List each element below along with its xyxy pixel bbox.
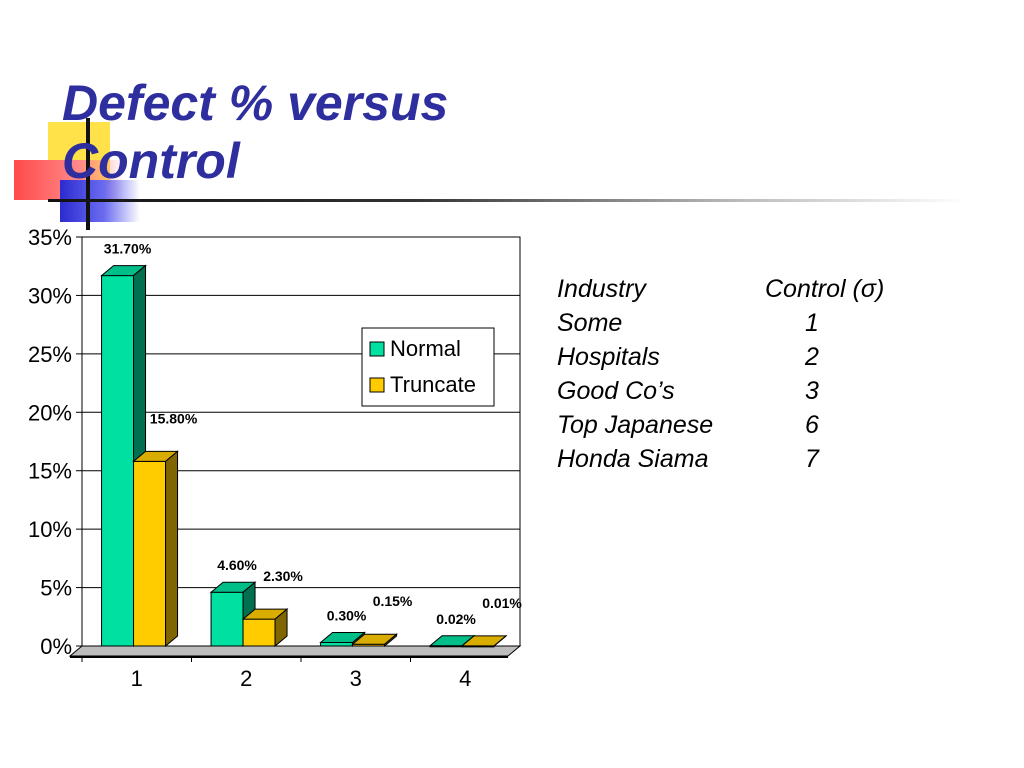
legend-label: Truncate [390,372,476,397]
x-tick-label: 1 [131,666,143,691]
table-row: Top Japanese 6 [557,408,985,442]
data-label: 31.70% [104,241,152,257]
data-label: 2.30% [263,568,303,584]
y-tick-label: 20% [28,400,72,425]
x-tick-label: 3 [350,666,362,691]
table-row: Honda Siama 7 [557,442,985,476]
slide-title-line1: Defect % versus [62,75,449,131]
chart-bars [100,264,508,648]
data-label: 4.60% [217,557,257,573]
row-control: 3 [805,377,819,405]
y-tick-label: 5% [40,576,72,601]
y-tick-label: 10% [28,517,72,542]
bar-normal-front [210,591,244,647]
row-industry: Honda Siama [557,445,709,473]
control-table-header: Industry Control (σ) [557,272,985,306]
table-row: Hospitals 2 [557,340,985,374]
legend-swatch [369,377,385,393]
bar-truncate-side [493,634,507,648]
decor-horizontal-rule [48,199,968,202]
data-label: 15.80% [150,410,198,426]
data-label: 0.30% [327,607,367,623]
data-label: 0.15% [373,593,413,609]
bar-normal-front [320,641,354,647]
row-control: 6 [805,411,819,439]
legend-label: Normal [390,336,461,361]
chart-floor-edge [70,656,508,658]
y-tick-label: 30% [28,283,72,308]
chart-data-labels: 31.70% 15.80% 4.60% 2.30% 0.30% 0.15% 0.02% 0.0… [104,241,523,627]
bar-truncate-front [242,618,276,647]
x-tick-label: 4 [459,666,471,691]
table-row: Good Co’s 3 [557,374,985,408]
y-tick-label: 15% [28,459,72,484]
chart-floor [68,645,522,657]
bar-truncate-side [274,608,288,648]
slide-title: Defect % versus Control [62,74,448,190]
slide-title-line2: Control [62,133,240,189]
legend-swatch [369,341,385,357]
data-label: 0.02% [436,611,476,627]
chart-legend: Normal Truncate [361,327,495,407]
header-control: Control (σ) [765,275,885,303]
bar-truncate-front [133,460,167,647]
row-industry: Hospitals [557,343,660,371]
x-tick-label: 2 [240,666,252,691]
control-table: Industry Control (σ) Some 1 Hospitals 2 … [557,272,985,476]
bar-truncate-side [165,450,179,648]
header-industry: Industry [557,275,646,303]
row-industry: Top Japanese [557,411,714,439]
y-tick-label: 35% [28,225,72,250]
legend-box [361,327,495,407]
y-tick-label: 0% [40,634,72,659]
row-industry: Good Co’s [557,377,675,405]
chart-axes: 0% 5% 10% 15% 20% 25% 30% 35% 1 2 3 4 [28,225,471,691]
row-control: 1 [805,309,819,337]
row-control: 2 [805,343,819,371]
table-row: Some 1 [557,306,985,340]
row-industry: Some [557,309,623,337]
bar-truncate-side [384,633,398,648]
decor-vertical-line [86,118,90,230]
row-control: 7 [805,445,819,473]
y-tick-label: 25% [28,342,72,367]
bar-normal-front [101,275,135,647]
data-label: 0.01% [482,595,522,611]
